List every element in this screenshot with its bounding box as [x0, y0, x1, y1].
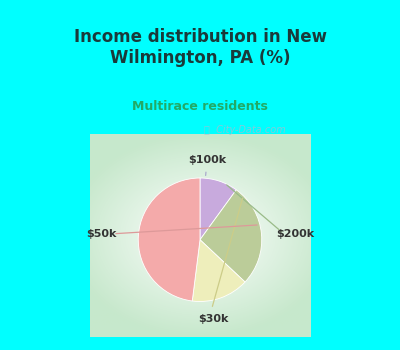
Text: $30k: $30k	[198, 314, 228, 324]
Text: $50k: $50k	[86, 229, 116, 239]
Wedge shape	[192, 240, 245, 301]
Text: $200k: $200k	[276, 229, 314, 239]
Wedge shape	[138, 178, 200, 301]
Wedge shape	[200, 190, 262, 282]
Text: Multirace residents: Multirace residents	[132, 100, 268, 113]
Text: Income distribution in New
Wilmington, PA (%): Income distribution in New Wilmington, P…	[74, 28, 326, 67]
Text: ⓘ  City-Data.com: ⓘ City-Data.com	[204, 125, 286, 135]
Text: $100k: $100k	[188, 155, 226, 165]
Wedge shape	[200, 178, 236, 240]
